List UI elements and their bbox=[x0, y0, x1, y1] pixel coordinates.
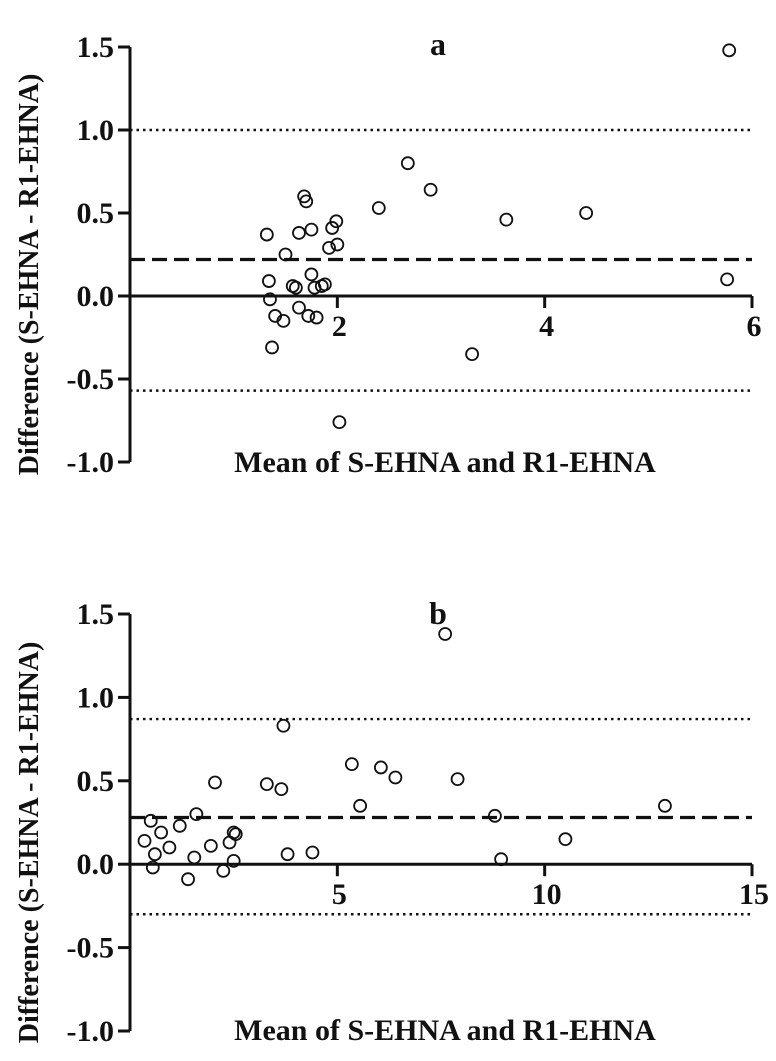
data-point bbox=[276, 313, 291, 328]
data-point bbox=[388, 770, 403, 785]
data-point bbox=[203, 838, 218, 853]
panel-label: b bbox=[429, 595, 447, 631]
y-tick-label: 0.0 bbox=[77, 280, 115, 313]
data-point bbox=[145, 860, 160, 875]
data-point bbox=[330, 237, 345, 252]
y-axis-label: Difference (S-EHNA - R1-EHNA) bbox=[14, 74, 45, 476]
data-point bbox=[322, 240, 336, 255]
data-point bbox=[208, 775, 222, 790]
data-point bbox=[147, 847, 162, 862]
y-tick-label: -1.0 bbox=[67, 446, 115, 479]
data-point bbox=[262, 274, 276, 288]
data-point bbox=[181, 872, 195, 887]
data-point bbox=[187, 850, 202, 865]
data-point bbox=[162, 840, 177, 855]
panel-b: 1.5 1.0 0.5 0.0 -0.5 -1.0 5 10 15 b Mean of S-EHNA… bbox=[14, 595, 769, 1048]
data-point bbox=[658, 798, 672, 813]
data-point bbox=[216, 863, 231, 878]
x-tick-label: 5 bbox=[332, 878, 347, 911]
data-point bbox=[285, 279, 300, 293]
data-point bbox=[494, 852, 509, 867]
x-tick-label: 10 bbox=[532, 878, 562, 911]
x-tick-label: 15 bbox=[739, 878, 769, 911]
data-point bbox=[400, 156, 415, 171]
data-point bbox=[299, 194, 314, 209]
y-tick-label: -0.5 bbox=[67, 363, 115, 396]
data-point bbox=[301, 309, 316, 323]
data-point bbox=[292, 226, 306, 240]
data-point bbox=[226, 825, 241, 840]
data-point bbox=[259, 777, 274, 792]
data-point bbox=[465, 347, 480, 362]
data-point bbox=[499, 212, 514, 227]
data-point bbox=[558, 832, 573, 847]
x-axis-label: Mean of S-EHNA and R1-EHNA bbox=[234, 1014, 656, 1047]
y-tick-label: 0.5 bbox=[77, 765, 115, 798]
data-point bbox=[143, 813, 158, 828]
data-point bbox=[172, 818, 187, 833]
x-axis-label: Mean of S-EHNA and R1-EHNA bbox=[234, 446, 656, 479]
data-point bbox=[280, 847, 295, 862]
data-point bbox=[423, 182, 438, 197]
data-point bbox=[259, 227, 274, 242]
x-tick-label: 2 bbox=[332, 310, 347, 343]
y-tick-label: 0.5 bbox=[77, 197, 115, 230]
data-point bbox=[305, 845, 320, 860]
data-point bbox=[353, 798, 368, 813]
data-point bbox=[438, 627, 453, 641]
y-axis-label: Difference (S-EHNA - R1-EHNA) bbox=[14, 642, 45, 1044]
data-point bbox=[263, 292, 277, 307]
y-tick-label: -0.5 bbox=[67, 932, 115, 965]
panel-a: 1.5 1.0 0.5 0.0 -0.5 -1.0 2 4 6 a Mean of S-EHNA a… bbox=[14, 26, 762, 479]
data-point bbox=[154, 825, 169, 840]
panel-label: a bbox=[430, 26, 446, 62]
y-tick-label: -1.0 bbox=[67, 1015, 115, 1048]
data-point bbox=[137, 833, 152, 848]
data-point bbox=[450, 772, 465, 787]
data-point bbox=[292, 300, 306, 315]
data-point bbox=[722, 43, 737, 58]
data-point bbox=[226, 853, 241, 868]
data-point bbox=[278, 247, 293, 262]
data-point bbox=[304, 222, 319, 237]
data-point bbox=[265, 340, 279, 355]
data-point bbox=[304, 267, 319, 282]
data-point bbox=[344, 757, 359, 772]
x-tick-label: 6 bbox=[747, 310, 762, 343]
data-point bbox=[371, 201, 386, 215]
data-point bbox=[309, 310, 324, 325]
data-point bbox=[720, 272, 735, 287]
data-point bbox=[579, 206, 594, 220]
x-tick-label: 4 bbox=[539, 310, 554, 343]
y-tick-label: 1.5 bbox=[77, 31, 115, 64]
y-tick-label: 1.5 bbox=[77, 598, 115, 631]
y-tick-label: 0.0 bbox=[77, 848, 115, 881]
data-point bbox=[274, 782, 289, 797]
data-point bbox=[228, 827, 243, 842]
data-point bbox=[276, 718, 291, 733]
data-point bbox=[317, 277, 332, 292]
data-point bbox=[373, 760, 388, 775]
data-point bbox=[189, 807, 204, 822]
data-point bbox=[329, 214, 344, 229]
y-tick-label: 1.0 bbox=[77, 681, 115, 714]
y-tick-label: 1.0 bbox=[77, 114, 115, 147]
data-point bbox=[488, 808, 502, 823]
data-point bbox=[332, 415, 347, 430]
